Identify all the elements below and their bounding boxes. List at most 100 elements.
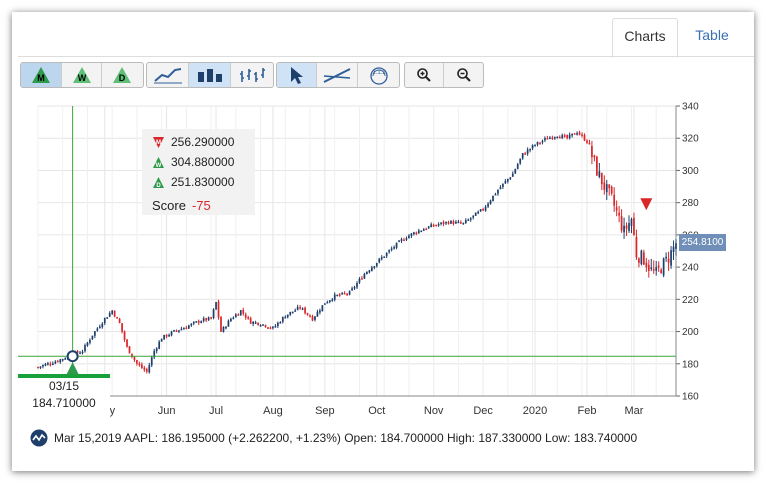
- candle-body: [556, 136, 559, 139]
- zoom-out-button[interactable]: [444, 63, 483, 87]
- candle-body: [170, 331, 173, 336]
- candle-body: [301, 308, 304, 310]
- candle-body: [242, 309, 245, 314]
- candle-body: [44, 363, 47, 366]
- candle-body: [596, 156, 598, 176]
- candle-body: [524, 153, 527, 155]
- candle-body: [497, 189, 499, 194]
- svg-text:W: W: [77, 73, 86, 83]
- trendline-button[interactable]: [317, 63, 358, 87]
- daily-buy-signal-icon: D: [153, 176, 164, 189]
- candle-body: [620, 216, 623, 231]
- candle-body: [529, 148, 531, 151]
- candle-body: [657, 265, 660, 268]
- candle-body: [187, 325, 190, 329]
- candle-body: [299, 307, 301, 309]
- candle-body: [581, 134, 583, 136]
- candle-body: [477, 211, 480, 214]
- candle-body: [472, 215, 475, 218]
- candle-body: [398, 240, 400, 243]
- candle-body: [665, 256, 667, 259]
- candle-body: [464, 220, 467, 223]
- candle-body: [331, 299, 334, 302]
- candle-body: [356, 282, 358, 288]
- candle-body: [136, 360, 138, 364]
- pointer-icon: [290, 67, 303, 84]
- candle-body: [551, 137, 554, 139]
- candle-body: [286, 314, 289, 318]
- candle-body: [59, 359, 62, 363]
- candle-body: [492, 195, 494, 202]
- tab-table[interactable]: Table: [695, 27, 729, 43]
- candle-body: [655, 267, 658, 271]
- fibonacci-button[interactable]: 1.1.2: [358, 63, 399, 87]
- y-axis: 160180200220240260280300320340: [675, 102, 699, 403]
- candle-body: [514, 169, 517, 174]
- candle-body: [447, 222, 450, 224]
- candle-body: [553, 137, 556, 139]
- candle-body: [608, 184, 611, 189]
- candle-body: [247, 317, 250, 319]
- candle-body: [175, 330, 178, 332]
- candle-body: [455, 221, 457, 224]
- tab-charts[interactable]: Charts: [612, 18, 678, 58]
- candle-body: [368, 270, 371, 273]
- candle-body: [380, 257, 383, 260]
- candle-body: [163, 334, 165, 340]
- candle-body: [220, 316, 222, 332]
- y-tick-label: 220: [682, 295, 699, 306]
- candle-body: [474, 212, 477, 216]
- candle-body: [667, 258, 670, 263]
- candle-body: [98, 326, 101, 329]
- quote-summary: Mar 15,2019 AAPL: 186.195000 (+2.262200,…: [54, 431, 638, 445]
- candle-body: [526, 149, 529, 154]
- ohlc-chart-button[interactable]: [231, 63, 273, 87]
- candle-body: [571, 133, 574, 136]
- y-tick-label: 300: [682, 166, 699, 177]
- candle-body: [563, 135, 566, 137]
- candle-body: [321, 305, 324, 312]
- candle-body: [425, 228, 428, 231]
- quote-footer: Mar 15,2019 AAPL: 186.195000 (+2.262200,…: [30, 428, 637, 448]
- candle-body: [588, 143, 591, 145]
- svg-text:1.1.2: 1.1.2: [372, 70, 386, 76]
- candle-body: [269, 327, 272, 329]
- candle-body: [633, 217, 635, 236]
- candle-body: [593, 155, 596, 158]
- candle-body: [108, 313, 111, 317]
- monthly-signal-icon: M: [32, 67, 50, 83]
- candle-body: [358, 278, 361, 283]
- candle-body: [462, 222, 465, 225]
- candle-body: [348, 291, 351, 295]
- candle-body: [272, 326, 274, 329]
- x-tick-label: 2020: [523, 405, 547, 417]
- candle-body: [343, 293, 346, 295]
- candle-body: [116, 317, 118, 319]
- candle-body: [403, 239, 405, 242]
- daily-button[interactable]: D: [102, 63, 142, 87]
- candle-body: [262, 324, 264, 326]
- candle-body: [502, 183, 504, 187]
- candle-body: [413, 232, 415, 235]
- weekly-button[interactable]: W: [62, 63, 102, 87]
- candle-body: [61, 358, 64, 361]
- zoom-in-button[interactable]: [405, 63, 444, 87]
- candle-body: [118, 318, 121, 324]
- monthly-button[interactable]: M: [21, 63, 62, 87]
- weekly-sell-marker-icon: [640, 198, 653, 211]
- bar-chart-button[interactable]: [189, 63, 231, 87]
- candle-body: [370, 267, 373, 272]
- y-tick-label: 200: [682, 327, 699, 338]
- candle-body: [390, 248, 393, 251]
- line-chart-button[interactable]: [147, 63, 189, 87]
- candle-body: [383, 256, 386, 258]
- candle-body: [583, 135, 586, 141]
- pointer-button[interactable]: [277, 63, 317, 87]
- candle-body: [549, 137, 551, 140]
- candle-body: [183, 328, 185, 330]
- candle-body: [499, 187, 502, 190]
- candle-body: [306, 312, 309, 315]
- svg-text:D: D: [119, 73, 126, 83]
- candle-body: [39, 366, 42, 368]
